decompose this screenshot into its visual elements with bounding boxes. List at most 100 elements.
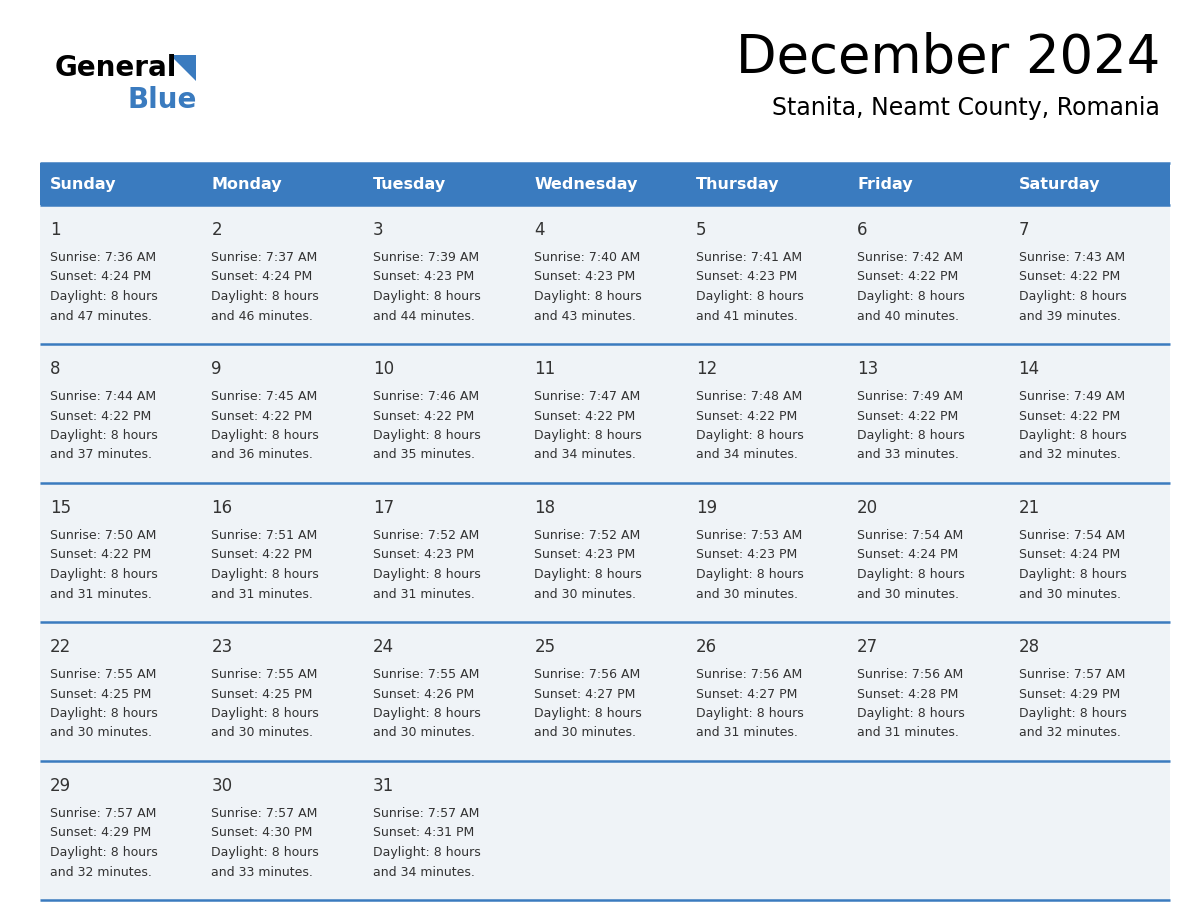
Text: General: General [55, 54, 177, 82]
Text: Daylight: 8 hours: Daylight: 8 hours [535, 568, 642, 581]
Text: Sunset: 4:23 PM: Sunset: 4:23 PM [535, 271, 636, 284]
Text: and 31 minutes.: and 31 minutes. [858, 726, 959, 740]
Text: 3: 3 [373, 221, 384, 239]
Text: 4: 4 [535, 221, 545, 239]
Text: Sunset: 4:24 PM: Sunset: 4:24 PM [211, 271, 312, 284]
Text: Sunrise: 7:49 AM: Sunrise: 7:49 AM [1018, 390, 1125, 403]
Text: 7: 7 [1018, 221, 1029, 239]
Text: 24: 24 [373, 638, 394, 656]
Bar [40, 205, 1170, 344]
Text: Daylight: 8 hours: Daylight: 8 hours [211, 846, 320, 859]
Text: 15: 15 [50, 499, 71, 517]
Text: 26: 26 [696, 638, 716, 656]
Text: Sunrise: 7:39 AM: Sunrise: 7:39 AM [373, 251, 479, 264]
Text: 16: 16 [211, 499, 233, 517]
Text: and 31 minutes.: and 31 minutes. [696, 726, 797, 740]
Text: and 31 minutes.: and 31 minutes. [373, 588, 475, 600]
Text: Sunset: 4:27 PM: Sunset: 4:27 PM [535, 688, 636, 700]
Text: Sunrise: 7:51 AM: Sunrise: 7:51 AM [211, 529, 317, 542]
Text: Sunset: 4:23 PM: Sunset: 4:23 PM [535, 548, 636, 562]
Text: Sunset: 4:23 PM: Sunset: 4:23 PM [373, 271, 474, 284]
Text: Friday: Friday [858, 176, 912, 192]
Text: and 30 minutes.: and 30 minutes. [211, 726, 314, 740]
Text: Sunrise: 7:52 AM: Sunrise: 7:52 AM [373, 529, 479, 542]
Text: Daylight: 8 hours: Daylight: 8 hours [535, 290, 642, 303]
Text: Sunrise: 7:45 AM: Sunrise: 7:45 AM [211, 390, 317, 403]
Text: Daylight: 8 hours: Daylight: 8 hours [50, 290, 158, 303]
Text: Daylight: 8 hours: Daylight: 8 hours [858, 707, 965, 720]
Text: Sunset: 4:29 PM: Sunset: 4:29 PM [1018, 688, 1120, 700]
Text: Daylight: 8 hours: Daylight: 8 hours [211, 429, 320, 442]
Text: 9: 9 [211, 360, 222, 378]
Text: Sunset: 4:22 PM: Sunset: 4:22 PM [858, 409, 959, 422]
Text: Daylight: 8 hours: Daylight: 8 hours [1018, 429, 1126, 442]
Text: and 46 minutes.: and 46 minutes. [211, 309, 314, 322]
Text: and 31 minutes.: and 31 minutes. [211, 588, 314, 600]
Text: Sunset: 4:27 PM: Sunset: 4:27 PM [696, 688, 797, 700]
Text: Daylight: 8 hours: Daylight: 8 hours [858, 568, 965, 581]
Text: Sunset: 4:22 PM: Sunset: 4:22 PM [858, 271, 959, 284]
Text: and 47 minutes.: and 47 minutes. [50, 309, 152, 322]
Text: Sunrise: 7:55 AM: Sunrise: 7:55 AM [211, 668, 318, 681]
Text: Sunset: 4:22 PM: Sunset: 4:22 PM [1018, 409, 1120, 422]
Text: Sunset: 4:22 PM: Sunset: 4:22 PM [696, 409, 797, 422]
Text: Sunrise: 7:57 AM: Sunrise: 7:57 AM [373, 807, 479, 820]
Text: and 41 minutes.: and 41 minutes. [696, 309, 797, 322]
Text: Daylight: 8 hours: Daylight: 8 hours [373, 429, 481, 442]
Text: and 34 minutes.: and 34 minutes. [696, 449, 797, 462]
Text: Daylight: 8 hours: Daylight: 8 hours [50, 707, 158, 720]
Text: Sunrise: 7:46 AM: Sunrise: 7:46 AM [373, 390, 479, 403]
Text: Sunset: 4:23 PM: Sunset: 4:23 PM [373, 548, 474, 562]
Text: Sunrise: 7:36 AM: Sunrise: 7:36 AM [50, 251, 156, 264]
Text: Daylight: 8 hours: Daylight: 8 hours [1018, 290, 1126, 303]
Text: Daylight: 8 hours: Daylight: 8 hours [211, 290, 320, 303]
Text: Sunset: 4:31 PM: Sunset: 4:31 PM [373, 826, 474, 839]
Text: Daylight: 8 hours: Daylight: 8 hours [858, 290, 965, 303]
Text: Sunrise: 7:57 AM: Sunrise: 7:57 AM [211, 807, 318, 820]
Text: 23: 23 [211, 638, 233, 656]
Text: and 30 minutes.: and 30 minutes. [373, 726, 475, 740]
Text: Daylight: 8 hours: Daylight: 8 hours [211, 568, 320, 581]
Text: 30: 30 [211, 777, 233, 795]
Text: Sunrise: 7:54 AM: Sunrise: 7:54 AM [1018, 529, 1125, 542]
Text: Sunset: 4:22 PM: Sunset: 4:22 PM [535, 409, 636, 422]
Text: and 30 minutes.: and 30 minutes. [535, 588, 637, 600]
Text: 29: 29 [50, 777, 71, 795]
Text: Daylight: 8 hours: Daylight: 8 hours [696, 707, 803, 720]
Text: Sunset: 4:28 PM: Sunset: 4:28 PM [858, 688, 959, 700]
Text: Daylight: 8 hours: Daylight: 8 hours [696, 568, 803, 581]
Bar [1009, 163, 1170, 205]
Text: Sunset: 4:22 PM: Sunset: 4:22 PM [50, 548, 151, 562]
Text: December 2024: December 2024 [735, 32, 1159, 84]
Bar [685, 163, 847, 205]
Text: 21: 21 [1018, 499, 1040, 517]
Text: 22: 22 [50, 638, 71, 656]
Text: Daylight: 8 hours: Daylight: 8 hours [696, 290, 803, 303]
Text: Sunrise: 7:56 AM: Sunrise: 7:56 AM [535, 668, 640, 681]
Text: and 39 minutes.: and 39 minutes. [1018, 309, 1120, 322]
Text: Sunrise: 7:54 AM: Sunrise: 7:54 AM [858, 529, 963, 542]
Bar [40, 761, 1170, 900]
Text: and 32 minutes.: and 32 minutes. [1018, 726, 1120, 740]
Text: 8: 8 [50, 360, 61, 378]
Text: Daylight: 8 hours: Daylight: 8 hours [1018, 707, 1126, 720]
Text: and 40 minutes.: and 40 minutes. [858, 309, 959, 322]
Text: Daylight: 8 hours: Daylight: 8 hours [535, 707, 642, 720]
Text: Daylight: 8 hours: Daylight: 8 hours [373, 290, 481, 303]
Text: Sunrise: 7:49 AM: Sunrise: 7:49 AM [858, 390, 963, 403]
Text: Daylight: 8 hours: Daylight: 8 hours [211, 707, 320, 720]
Text: 1: 1 [50, 221, 61, 239]
Text: and 31 minutes.: and 31 minutes. [50, 588, 152, 600]
Text: Daylight: 8 hours: Daylight: 8 hours [696, 429, 803, 442]
Text: and 30 minutes.: and 30 minutes. [50, 726, 152, 740]
Text: Daylight: 8 hours: Daylight: 8 hours [50, 568, 158, 581]
Text: Sunrise: 7:40 AM: Sunrise: 7:40 AM [535, 251, 640, 264]
Text: Sunrise: 7:48 AM: Sunrise: 7:48 AM [696, 390, 802, 403]
Text: Stanita, Neamt County, Romania: Stanita, Neamt County, Romania [772, 96, 1159, 120]
Text: 25: 25 [535, 638, 556, 656]
Text: 27: 27 [858, 638, 878, 656]
Text: Sunset: 4:22 PM: Sunset: 4:22 PM [373, 409, 474, 422]
Text: 19: 19 [696, 499, 716, 517]
Text: Sunset: 4:26 PM: Sunset: 4:26 PM [373, 688, 474, 700]
Text: Sunrise: 7:42 AM: Sunrise: 7:42 AM [858, 251, 963, 264]
